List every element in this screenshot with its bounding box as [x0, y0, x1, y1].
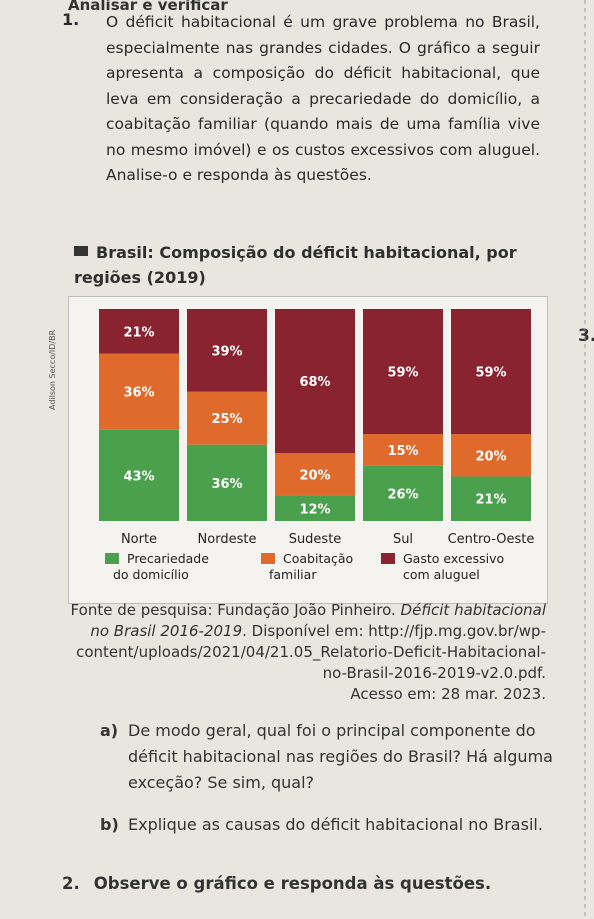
legend-label: Precariedade [127, 551, 209, 566]
data-label: 36% [123, 386, 154, 401]
legend-label: com aluguel [403, 567, 480, 582]
category-label: Nordeste [198, 532, 257, 547]
title-marker-icon [74, 246, 88, 256]
data-label: 43% [123, 469, 154, 484]
bar-segment [99, 353, 179, 430]
question-1: 1. O déficit habitacional é um grave pro… [62, 10, 540, 189]
data-label: 21% [123, 325, 154, 340]
bar-segment [363, 309, 443, 435]
data-label: 39% [211, 344, 242, 359]
legend-label: familiar [269, 567, 317, 582]
source-prefix: Fonte de pesquisa: Fundação João Pinheir… [70, 601, 401, 619]
legend-label: Gasto excessivo [403, 551, 504, 566]
bar-segment [451, 476, 531, 521]
image-credit: Adilson Secco/ID/BR [48, 329, 57, 410]
data-label: 36% [211, 477, 242, 492]
chart-title: Brasil: Composição do déficit habitacion… [74, 240, 544, 290]
bar-segment [99, 429, 179, 521]
data-label: 59% [475, 366, 506, 381]
bar-segment [363, 465, 443, 521]
data-label: 68% [299, 375, 330, 390]
category-label: Sul [393, 532, 413, 547]
side-question-number: 3. [578, 326, 594, 346]
legend-swatch [261, 553, 275, 564]
data-label: 59% [387, 366, 418, 381]
question-2-number: 2. [62, 874, 80, 893]
subquestion-a: a) De modo geral, qual foi o principal c… [100, 718, 560, 796]
question-1-text: O déficit habitacional é um grave proble… [106, 13, 540, 184]
bar-segment [187, 309, 267, 392]
bar-segment [187, 444, 267, 521]
data-label: 15% [387, 444, 418, 459]
source-access: Acesso em: 28 mar. 2023. [350, 685, 546, 703]
subquestion-a-letter: a) [100, 721, 119, 740]
bar-segment [363, 434, 443, 466]
chart-container: 43% 36% 21% Norte 36% 25% 39% Nordeste 12% 20% 68%… [68, 296, 548, 604]
stacked-bar-chart: 43% 36% 21% Norte 36% 25% 39% Nordeste 12% 20% 68%… [99, 309, 535, 582]
source-rest: . Disponível em: http://fjp.mg.gov.br/wp… [76, 622, 546, 682]
source-title: Déficit habitacional no Brasil 2016-2019 [90, 601, 546, 640]
legend-swatch [105, 553, 119, 564]
bar-segment [187, 391, 267, 445]
legend-label: Coabitação [283, 551, 353, 566]
question-2: 2. Observe o gráfico e responda às questõ… [62, 874, 491, 893]
subquestion-b: b) Explique as causas do déficit habitac… [100, 812, 560, 838]
question-1-number: 1. [62, 10, 80, 29]
bar-segment [451, 309, 531, 435]
category-label: Sudeste [289, 532, 342, 547]
margin-dotted-line [584, 0, 586, 919]
legend-label: do domicílio [113, 567, 189, 582]
category-label: Norte [121, 532, 157, 547]
subquestion-b-text: Explique as causas do déficit habitacion… [128, 815, 543, 834]
bar-segment [451, 434, 531, 477]
subquestion-b-letter: b) [100, 815, 119, 834]
data-label: 21% [475, 493, 506, 508]
data-label: 12% [299, 502, 330, 517]
data-label: 20% [299, 468, 330, 483]
category-label: Centro-Oeste [448, 532, 535, 547]
question-2-text: Observe o gráfico e responda às questões… [93, 874, 492, 893]
subquestion-a-text: De modo geral, qual foi o principal comp… [128, 721, 553, 792]
data-label: 20% [475, 449, 506, 464]
source-citation: Fonte de pesquisa: Fundação João Pinheir… [70, 600, 546, 705]
bar-segment [275, 309, 355, 454]
section-heading: Analisar e verificar [68, 0, 228, 14]
data-label: 25% [211, 412, 242, 427]
data-label: 26% [387, 487, 418, 502]
chart-title-text: Brasil: Composição do déficit habitacion… [74, 243, 517, 287]
legend-swatch [381, 553, 395, 564]
bar-segment [275, 453, 355, 496]
bar-segment [99, 309, 179, 354]
bar-segment [275, 495, 355, 521]
